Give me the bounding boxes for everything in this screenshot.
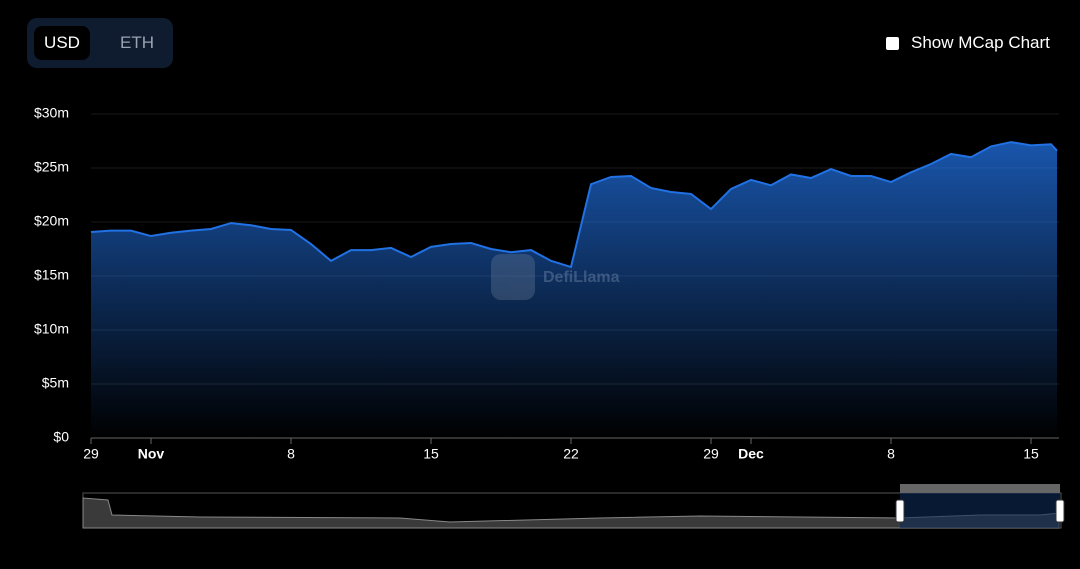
x-tick-label: 29	[83, 446, 99, 462]
currency-toggle: USD ETH	[27, 18, 173, 68]
mcap-toggle[interactable]: Show MCap Chart	[886, 33, 1050, 53]
y-tick-label: $20m	[34, 213, 69, 229]
checkbox-label: Show MCap Chart	[911, 33, 1050, 52]
y-tick-label: $10m	[34, 321, 69, 337]
y-tick-label: $0	[53, 429, 69, 445]
area-fill	[91, 142, 1057, 438]
line	[90, 141, 1058, 269]
eth-button[interactable]: ETH	[120, 33, 154, 52]
x-tick-label: Dec	[738, 446, 764, 462]
navigator	[82, 484, 1065, 529]
x-tick-label: Nov	[138, 446, 165, 462]
x-tick-label: 15	[423, 446, 439, 462]
y-tick-label: $25m	[34, 159, 69, 175]
y-tick-label: $15m	[34, 267, 69, 283]
plot: $0 $5m $10m $15m $20m $25m $30m 29 Nov 8 15 22 29 Dec…	[34, 105, 1059, 462]
x-tick-label: 22	[563, 446, 579, 462]
usd-button[interactable]: USD	[34, 26, 90, 60]
y-tick-label: $5m	[42, 375, 69, 391]
checkbox[interactable]	[886, 36, 899, 50]
navigator-handle[interactable]	[895, 499, 905, 523]
y-tick-label: $30m	[34, 105, 69, 121]
navigator-selection[interactable]	[900, 493, 1060, 528]
watermark-logo	[491, 254, 535, 300]
navigator-handle-bar[interactable]	[900, 484, 1060, 493]
x-tick-label: 8	[887, 446, 895, 462]
x-tick-label: 8	[287, 446, 295, 462]
navigator-handle[interactable]	[1055, 499, 1065, 523]
navigator-frame	[82, 492, 1062, 529]
navigator-line	[82, 497, 1060, 529]
x-tick-label: 29	[703, 446, 719, 462]
watermark: DefiLlama	[491, 254, 620, 300]
x-tick-label: 15	[1023, 446, 1039, 462]
watermark-text: DefiLlama	[543, 269, 620, 286]
